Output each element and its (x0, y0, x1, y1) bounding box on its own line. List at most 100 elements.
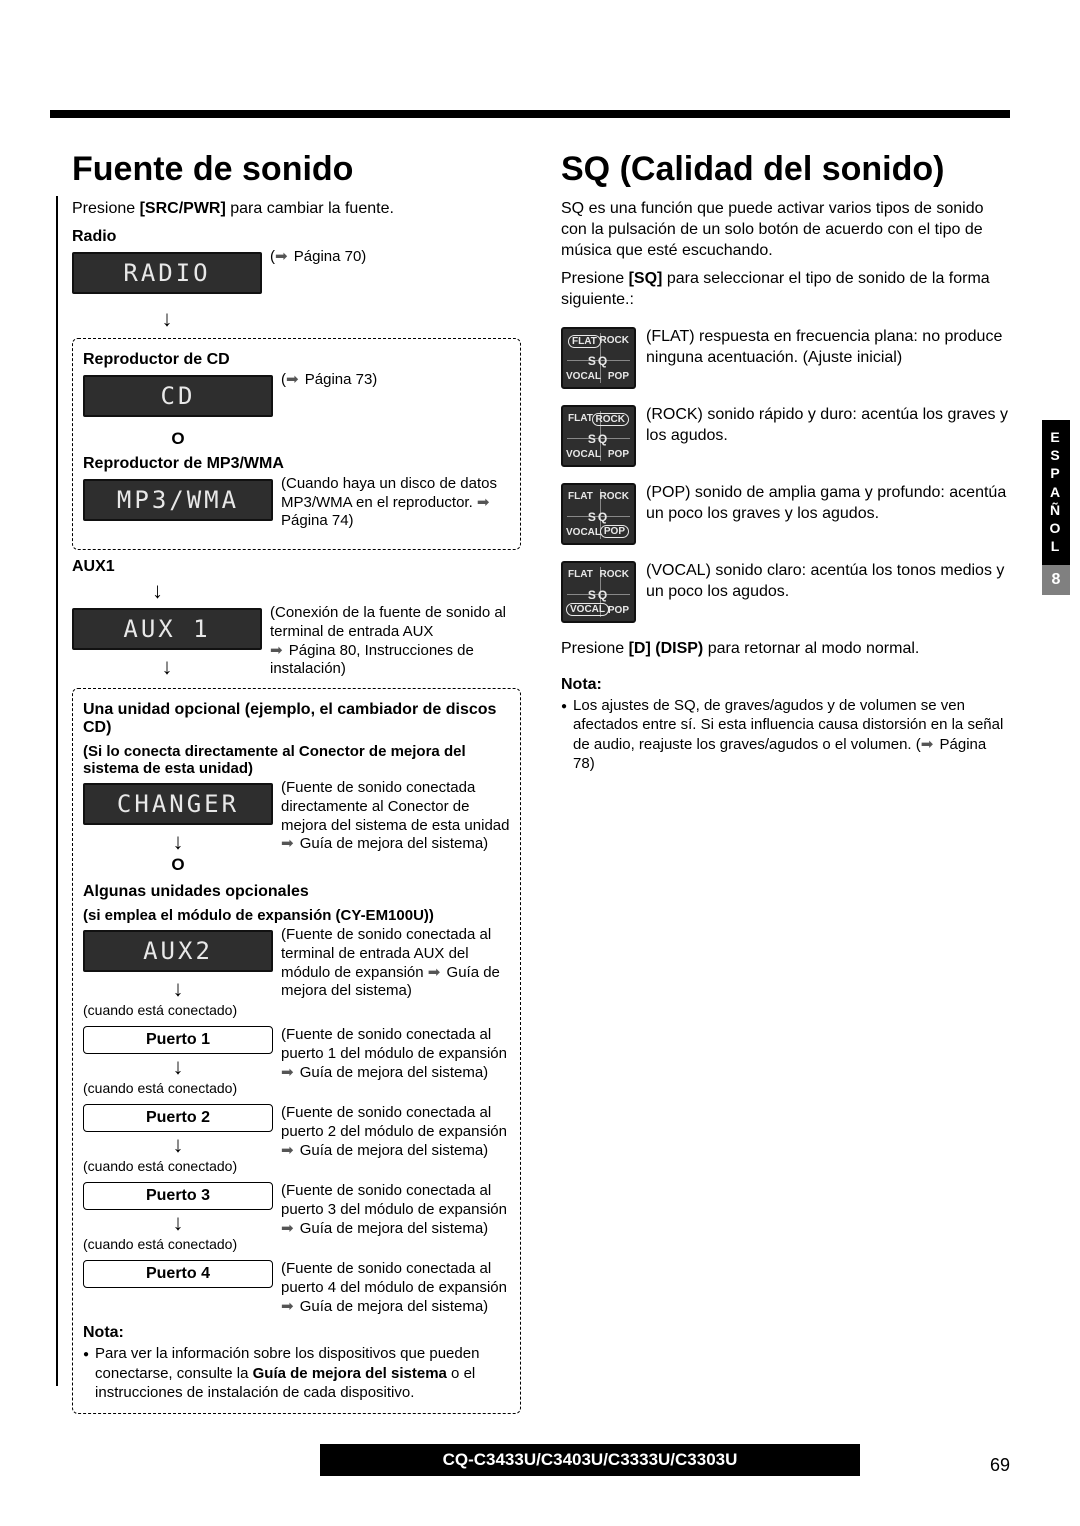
cd-group: Reproductor de CD CD ( Página 73) O Repr… (72, 338, 521, 550)
sq-mode-desc: (ROCK) sonido rápido y duro: acentúa los… (646, 405, 1010, 467)
port-label: Puerto 2 (83, 1104, 273, 1132)
left-title: Fuente de sonido (72, 150, 521, 189)
sq-mode-item: SQFLATROCKVOCALPOP(POP) sonido de amplia… (561, 483, 1010, 545)
t: para retornar al modo normal. (703, 640, 919, 657)
sq-mode-item: SQFLATROCKVOCALPOP(VOCAL) sonido claro: … (561, 561, 1010, 623)
opt2-sub: (si emplea el módulo de expansión (CY-EM… (83, 907, 512, 924)
port-row: Puerto 1↓(cuando está conectado) (Fuente … (83, 1026, 512, 1096)
opt-title: Una unidad opcional (ejemplo, el cambiad… (83, 701, 512, 737)
radio-label: Radio (72, 228, 521, 246)
arrow-down-icon: ↓ (83, 1210, 273, 1236)
changer-desc: (Fuente de sonido conectada directamente… (281, 779, 512, 854)
arrow-down-icon: ↓ (83, 1132, 273, 1158)
t: (Conexión de la fuente de sonido al term… (270, 604, 506, 640)
arrow-down-icon: ↓ (72, 654, 262, 680)
sq-mode-desc: (VOCAL) sonido claro: acentúa los tonos … (646, 561, 1010, 623)
t: Presione (561, 270, 629, 287)
mp3-desc: (Cuando haya un disco de datos MP3/WMA e… (281, 475, 512, 531)
t: (Cuando haya un disco de datos MP3/WMA e… (281, 475, 497, 511)
port-desc: (Fuente de sonido conectada al puerto 4 … (281, 1260, 512, 1316)
sq-mode-item: SQFLATROCKVOCALPOP(FLAT) respuesta en fr… (561, 327, 1010, 389)
sq-mode-icon: SQFLATROCKVOCALPOP (561, 561, 636, 623)
note-label: Nota: (83, 1324, 512, 1342)
o-label: O (83, 429, 273, 449)
port-label: Puerto 4 (83, 1260, 273, 1288)
arrow-down-icon: ↓ (152, 578, 163, 604)
top-rule (50, 110, 1010, 118)
arrow-down-icon: ↓ (83, 829, 273, 855)
arrow-down-icon: ↓ (83, 1054, 273, 1080)
sidebar-lang: ESPAÑOL (1042, 420, 1070, 565)
aux1-display: AUX 1 (72, 608, 262, 650)
t: [D] (DISP) (629, 640, 704, 657)
sq-mode-icon: SQFLATROCKVOCALPOP (561, 327, 636, 389)
radio-display: RADIO (72, 252, 262, 294)
aux2-desc: (Fuente de sonido conectada al terminal … (281, 926, 512, 1001)
page-number: 69 (990, 1455, 1010, 1476)
left-intro: Presione [SRC/PWR] para cambiar la fuent… (72, 199, 521, 220)
opt-sub: (Si lo conecta directamente al Conector … (83, 743, 512, 777)
sq-mode-icon: SQFLATROCKVOCALPOP (561, 483, 636, 545)
right-note: Los ajustes de SQ, de graves/agudos y de… (561, 696, 1010, 774)
left-note: Para ver la información sobre los dispos… (83, 1344, 512, 1403)
right-note-label: Nota: (561, 676, 1010, 694)
left-column: Fuente de sonido Presione [SRC/PWR] para… (50, 150, 521, 1486)
sidebar-letter: Ñ (1046, 501, 1066, 519)
t: (Fuente de sonido conectada directamente… (281, 779, 509, 834)
page-body: Fuente de sonido Presione [SRC/PWR] para… (50, 150, 1010, 1486)
aux1-desc: (Conexión de la fuente de sonido al term… (270, 604, 521, 679)
port-label: Puerto 3 (83, 1182, 273, 1210)
optional-unit-group: Una unidad opcional (ejemplo, el cambiad… (72, 688, 521, 1414)
sidebar-letter: A (1046, 483, 1066, 501)
sidebar-letter: P (1046, 464, 1066, 482)
port-desc: (Fuente de sonido conectada al puerto 3 … (281, 1182, 512, 1238)
sidebar-tab: ESPAÑOL 8 (1042, 420, 1070, 595)
right-title: SQ (Calidad del sonido) (561, 150, 1010, 189)
sidebar-letter: L (1046, 537, 1066, 555)
t: Guía de mejora del sistema (253, 1365, 447, 1382)
conn-note: (cuando está conectado) (83, 1158, 273, 1174)
opt2-title: Algunas unidades opcionales (83, 883, 512, 901)
conn-note: (cuando está conectado) (83, 1002, 273, 1018)
conn-note: (cuando está conectado) (83, 1080, 273, 1096)
radio-ref: ( Página 70) (270, 248, 521, 267)
sidebar-section: 8 (1042, 565, 1070, 595)
t: Guía de mejora del sistema) (300, 835, 488, 852)
port-row: Puerto 2↓(cuando está conectado) (Fuente … (83, 1104, 512, 1174)
sidebar-letter: S (1046, 446, 1066, 464)
sq-mode-desc: (POP) sonido de amplia gama y profundo: … (646, 483, 1010, 545)
aux1-label: AUX1 (72, 558, 521, 576)
t: [SRC/PWR] (140, 200, 226, 217)
arrow-down-icon: ↓ (83, 976, 273, 1002)
cd-label: Reproductor de CD (83, 351, 512, 369)
sidebar-letter: O (1046, 519, 1066, 537)
conn-note: (cuando está conectado) (83, 1236, 273, 1252)
right-column: SQ (Calidad del sonido) SQ es una funció… (561, 150, 1010, 1486)
arrow-down-icon: ↓ (72, 306, 262, 332)
changer-display: CHANGER (83, 783, 273, 825)
right-press: Presione [SQ] para seleccionar el tipo d… (561, 269, 1010, 311)
disp-line: Presione [D] (DISP) para retornar al mod… (561, 639, 1010, 660)
t: Presione (72, 200, 140, 217)
sq-mode-desc: (FLAT) respuesta en frecuencia plana: no… (646, 327, 1010, 389)
sq-mode-item: SQFLATROCKVOCALPOP(ROCK) sonido rápido y… (561, 405, 1010, 467)
port-row: Puerto 4 (Fuente de sonido conectada al p… (83, 1260, 512, 1316)
port-desc: (Fuente de sonido conectada al puerto 1 … (281, 1026, 512, 1082)
mp3-display: MP3/WMA (83, 479, 273, 521)
sq-mode-icon: SQFLATROCKVOCALPOP (561, 405, 636, 467)
sidebar-letter: E (1046, 428, 1066, 446)
t: Página 74) (281, 512, 354, 529)
o-label: O (83, 855, 273, 875)
right-intro: SQ es una función que puede activar vari… (561, 199, 1010, 261)
port-label: Puerto 1 (83, 1026, 273, 1054)
port-desc: (Fuente de sonido conectada al puerto 2 … (281, 1104, 512, 1160)
port-row: Puerto 3↓(cuando está conectado) (Fuente … (83, 1182, 512, 1252)
cd-ref: ( Página 73) (281, 371, 512, 390)
t: Página 70) (294, 248, 367, 265)
model-footer: CQ-C3433U/C3403U/C3333U/C3303U (320, 1444, 860, 1476)
aux2-display: AUX2 (83, 930, 273, 972)
mp3-label: Reproductor de MP3/WMA (83, 455, 512, 473)
t: para cambiar la fuente. (226, 200, 394, 217)
t: [SQ] (629, 270, 663, 287)
cd-display: CD (83, 375, 273, 417)
